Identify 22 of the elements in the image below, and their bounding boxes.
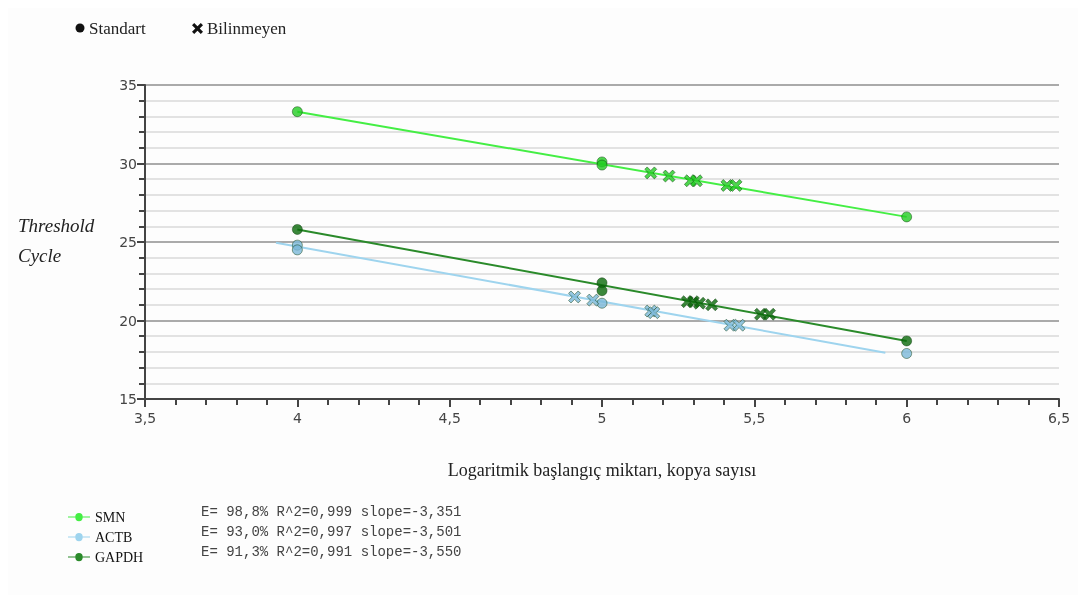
- y-tick-label: 25: [119, 234, 137, 250]
- legend-label: ACTB: [95, 529, 133, 545]
- x-tick-label: 4: [292, 410, 302, 426]
- text: E= 98,8% R^2=0,999 slope=-3,351: [201, 504, 462, 520]
- x-tick-label: 5: [597, 410, 607, 426]
- text: Standart: [89, 18, 146, 38]
- y-tick-label: 15: [119, 391, 137, 407]
- x-tick-label: 5,5: [743, 410, 766, 426]
- text: E= 91,3% R^2=0,991 slope=-3,550: [201, 544, 462, 560]
- y-tick-label: 30: [119, 155, 137, 172]
- text: E= 93,0% R^2=0,997 slope=-3,501: [201, 524, 462, 540]
- x-tick-label: 3,5: [133, 410, 157, 426]
- x-axis-title: Logaritmik başlangıç miktarı, kopya sayısı: [447, 460, 757, 480]
- y-tick-label: 35: [119, 77, 137, 93]
- text: Bilinmeyen: [207, 18, 287, 38]
- y-axis-title: Threshold Cycle: [18, 214, 95, 266]
- x-tick-label: 6: [902, 410, 912, 426]
- y-tick-label: 20: [119, 312, 137, 329]
- x-tick-label: 6,5: [1047, 410, 1071, 426]
- legend-label: GAPDH: [95, 549, 144, 565]
- legend-label: SMN: [95, 509, 126, 525]
- x-tick-label: 4,5: [438, 410, 461, 426]
